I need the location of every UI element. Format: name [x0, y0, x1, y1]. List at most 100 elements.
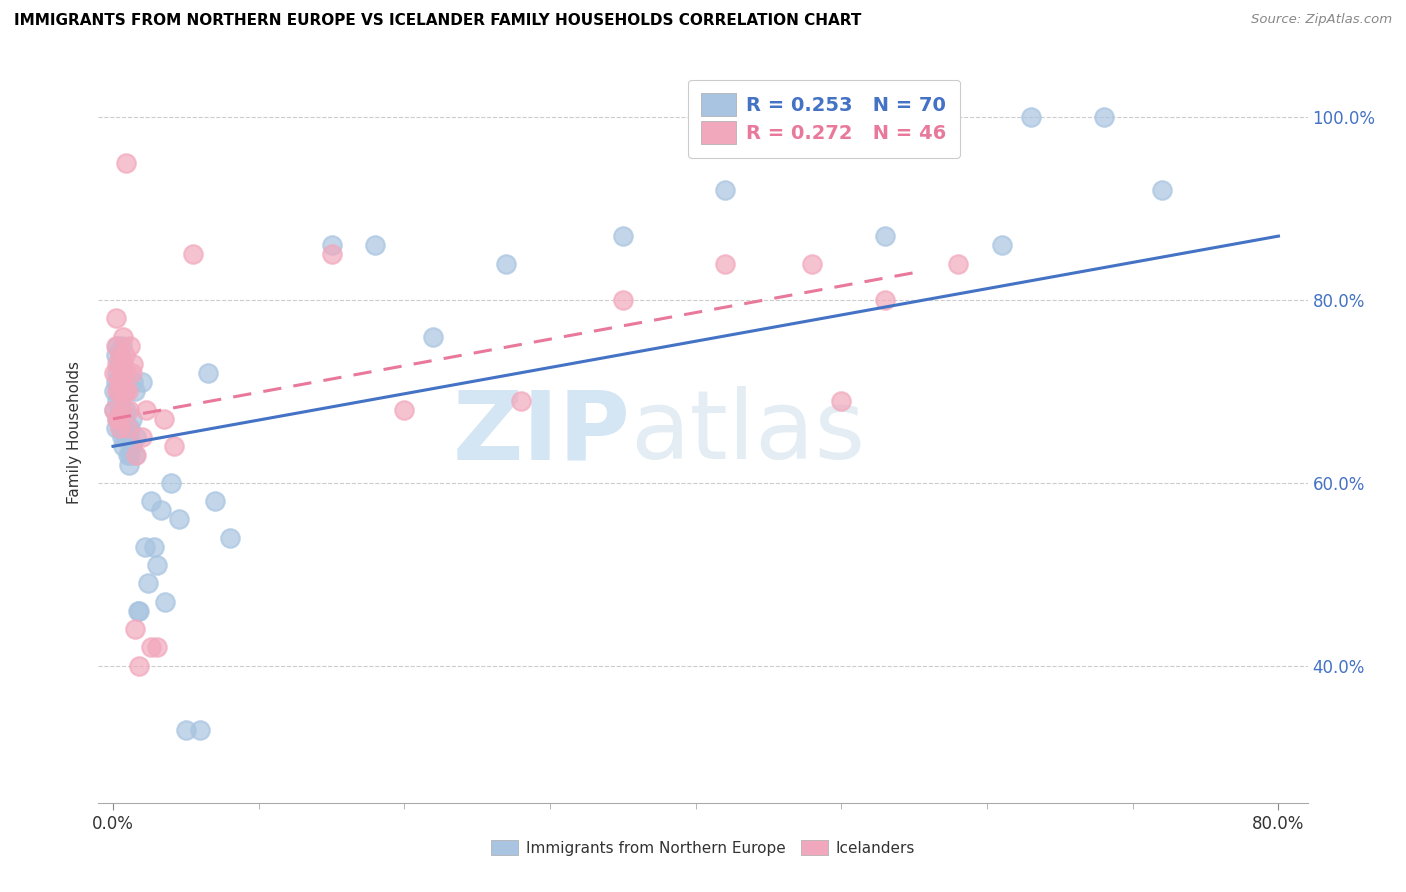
- Point: [163, 439, 186, 453]
- Point: [946, 256, 969, 270]
- Point: [121, 366, 143, 380]
- Point: [120, 449, 142, 463]
- Point: [112, 329, 135, 343]
- Point: [115, 156, 138, 170]
- Point: [125, 449, 148, 463]
- Point: [160, 475, 183, 490]
- Point: [118, 402, 141, 417]
- Point: [509, 393, 531, 408]
- Point: [108, 357, 131, 371]
- Point: [118, 458, 141, 472]
- Point: [103, 366, 125, 380]
- Point: [111, 384, 134, 399]
- Point: [105, 412, 128, 426]
- Point: [1019, 110, 1042, 124]
- Point: [117, 384, 139, 399]
- Point: [122, 357, 145, 371]
- Point: [139, 494, 162, 508]
- Point: [136, 576, 159, 591]
- Point: [612, 293, 634, 307]
- Point: [111, 430, 134, 444]
- Text: ZIP: ZIP: [453, 386, 630, 479]
- Point: [321, 238, 343, 252]
- Point: [135, 402, 157, 417]
- Point: [108, 384, 131, 399]
- Point: [612, 229, 634, 244]
- Point: [114, 384, 136, 399]
- Point: [120, 339, 142, 353]
- Point: [105, 357, 128, 371]
- Point: [108, 412, 131, 426]
- Point: [128, 658, 150, 673]
- Point: [118, 430, 141, 444]
- Point: [114, 430, 136, 444]
- Point: [124, 384, 146, 399]
- Point: [1150, 183, 1173, 197]
- Point: [145, 558, 167, 573]
- Point: [112, 357, 135, 371]
- Point: [153, 412, 176, 426]
- Point: [110, 376, 132, 390]
- Point: [115, 430, 138, 444]
- Point: [110, 421, 132, 435]
- Point: [111, 412, 134, 426]
- Point: [110, 384, 132, 399]
- Point: [112, 376, 135, 390]
- Point: [128, 604, 150, 618]
- Point: [104, 376, 127, 390]
- Point: [110, 348, 132, 362]
- Point: [181, 247, 204, 261]
- Point: [121, 439, 143, 453]
- Point: [321, 247, 343, 261]
- Point: [105, 366, 128, 380]
- Point: [127, 604, 149, 618]
- Point: [110, 421, 132, 435]
- Text: atlas: atlas: [630, 386, 866, 479]
- Point: [112, 439, 135, 453]
- Point: [714, 256, 737, 270]
- Point: [875, 293, 897, 307]
- Point: [122, 376, 145, 390]
- Point: [114, 412, 136, 426]
- Point: [104, 421, 127, 435]
- Point: [112, 402, 135, 417]
- Point: [112, 421, 135, 435]
- Point: [204, 494, 226, 508]
- Point: [111, 402, 134, 417]
- Point: [105, 339, 128, 353]
- Point: [108, 412, 131, 426]
- Point: [105, 412, 128, 426]
- Point: [115, 366, 138, 380]
- Point: [103, 402, 125, 417]
- Point: [875, 229, 897, 244]
- Point: [495, 256, 517, 270]
- Point: [111, 339, 134, 353]
- Point: [422, 329, 444, 343]
- Text: Source: ZipAtlas.com: Source: ZipAtlas.com: [1251, 13, 1392, 27]
- Point: [114, 348, 136, 362]
- Point: [117, 449, 139, 463]
- Point: [124, 622, 146, 636]
- Point: [155, 595, 177, 609]
- Point: [145, 640, 167, 655]
- Point: [104, 348, 127, 362]
- Point: [111, 366, 134, 380]
- Point: [1092, 110, 1115, 124]
- Point: [110, 402, 132, 417]
- Point: [104, 339, 127, 353]
- Point: [103, 402, 125, 417]
- Point: [105, 393, 128, 408]
- Point: [714, 183, 737, 197]
- Point: [990, 238, 1012, 252]
- Point: [150, 503, 173, 517]
- Y-axis label: Family Households: Family Households: [67, 361, 83, 504]
- Point: [394, 402, 416, 417]
- Point: [124, 449, 146, 463]
- Point: [801, 256, 824, 270]
- Point: [105, 384, 128, 399]
- Point: [131, 430, 153, 444]
- Point: [125, 430, 148, 444]
- Point: [139, 640, 162, 655]
- Point: [112, 384, 135, 399]
- Point: [197, 366, 219, 380]
